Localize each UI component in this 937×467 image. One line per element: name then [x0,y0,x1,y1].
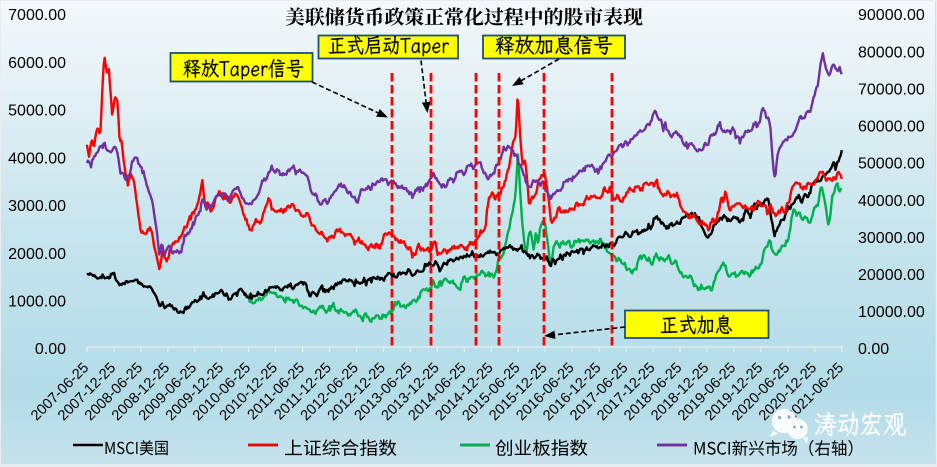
svg-text:70000.00: 70000.00 [858,81,925,98]
svg-text:10000.00: 10000.00 [858,304,925,321]
svg-text:60000.00: 60000.00 [858,119,925,136]
svg-text:6000.00: 6000.00 [8,55,66,72]
svg-text:90000.00: 90000.00 [858,7,925,24]
svg-text:1000.00: 1000.00 [8,294,66,311]
svg-text:5000.00: 5000.00 [8,103,66,120]
svg-text:30000.00: 30000.00 [858,230,925,247]
svg-text:0.00: 0.00 [858,341,889,358]
svg-text:7000.00: 7000.00 [8,7,66,24]
svg-text:3000.00: 3000.00 [8,198,66,215]
svg-text:2000.00: 2000.00 [8,246,66,263]
svg-text:40000.00: 40000.00 [858,193,925,210]
svg-text:4000.00: 4000.00 [8,150,66,167]
svg-text:80000.00: 80000.00 [858,44,925,61]
svg-text:50000.00: 50000.00 [858,156,925,173]
svg-text:0.00: 0.00 [35,341,66,358]
svg-text:20000.00: 20000.00 [858,267,925,284]
